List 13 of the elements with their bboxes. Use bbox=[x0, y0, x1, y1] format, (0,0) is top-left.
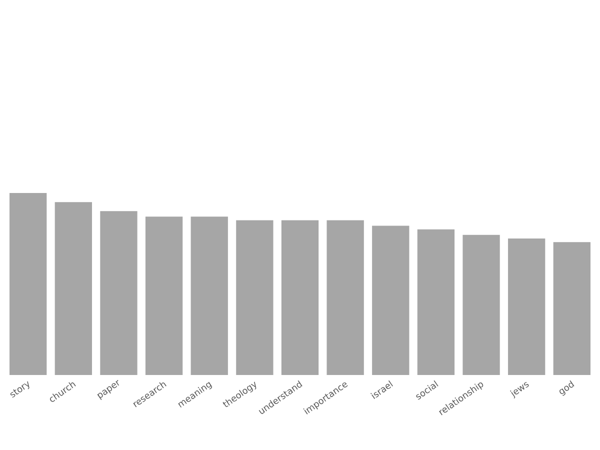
bar bbox=[100, 211, 138, 375]
bar bbox=[10, 192, 47, 375]
bar bbox=[54, 202, 92, 375]
bar bbox=[236, 220, 274, 375]
bar bbox=[281, 220, 319, 375]
bar bbox=[372, 226, 410, 375]
bar bbox=[417, 229, 455, 375]
bar bbox=[145, 216, 183, 375]
bar bbox=[553, 242, 590, 375]
bar bbox=[326, 220, 364, 375]
bar bbox=[190, 216, 228, 375]
bar bbox=[462, 234, 500, 375]
bar bbox=[508, 238, 546, 375]
